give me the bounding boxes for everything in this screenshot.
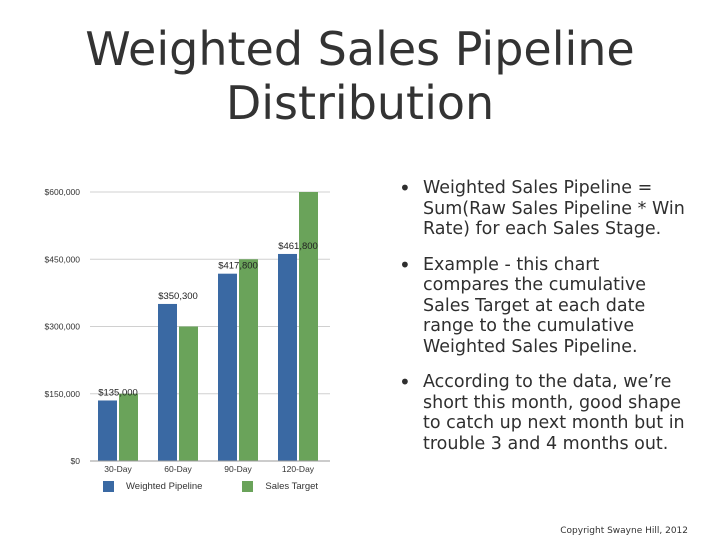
y-tick-label: $450,000 bbox=[45, 254, 81, 264]
data-label: $350,300 bbox=[158, 291, 198, 302]
bar-sales-target bbox=[119, 393, 138, 461]
data-label: $135,000 bbox=[98, 387, 138, 398]
bullet-text: According to the data, we’re short this … bbox=[423, 372, 685, 454]
bar-weighted-pipeline bbox=[278, 253, 297, 461]
bullet-item: • According to the data, we’re short this… bbox=[397, 372, 687, 454]
chart-legend: Weighted Pipeline Sales Target bbox=[103, 481, 358, 492]
slide-title: Weighted Sales Pipeline Distribution bbox=[60, 22, 660, 130]
bar-weighted-pipeline bbox=[98, 400, 117, 461]
bar-sales-target bbox=[179, 326, 198, 461]
bar-weighted-pipeline bbox=[158, 303, 177, 461]
bullet-item: • Weighted Sales Pipeline = Sum(Raw Sales… bbox=[397, 178, 687, 240]
bullet-item: • Example - this chart compares the cumul… bbox=[397, 252, 687, 358]
copyright-text: Copyright Swayne Hill, 2012 bbox=[560, 526, 688, 536]
x-tick-label: 30-Day bbox=[104, 464, 132, 474]
bullet-dot-icon: • bbox=[399, 176, 411, 200]
legend-label-weighted-pipeline: Weighted Pipeline bbox=[126, 481, 203, 492]
y-tick-label: $150,000 bbox=[45, 389, 81, 399]
legend-swatch-weighted-pipeline bbox=[103, 481, 114, 492]
legend-label-sales-target: Sales Target bbox=[265, 481, 319, 492]
x-tick-label: 120-Day bbox=[282, 464, 315, 474]
bar-weighted-pipeline bbox=[218, 273, 237, 461]
bullet-list: • Weighted Sales Pipeline = Sum(Raw Sales… bbox=[397, 178, 687, 469]
y-tick-label: $0 bbox=[71, 456, 81, 466]
bar-sales-target bbox=[299, 192, 318, 461]
x-tick-label: 60-Day bbox=[164, 464, 192, 474]
bullet-text: Example - this chart compares the cumula… bbox=[423, 254, 647, 357]
y-tick-label: $600,000 bbox=[45, 187, 81, 197]
bar-sales-target bbox=[239, 259, 258, 461]
title-line-2: Distribution bbox=[225, 76, 495, 130]
data-label: $461,800 bbox=[278, 241, 318, 252]
legend-item-sales-target: Sales Target bbox=[242, 481, 318, 492]
bullet-dot-icon: • bbox=[399, 370, 411, 394]
legend-swatch-sales-target bbox=[242, 481, 254, 492]
x-tick-label: 90-Day bbox=[224, 464, 252, 474]
title-line-1: Weighted Sales Pipeline bbox=[85, 22, 635, 76]
bullet-dot-icon: • bbox=[399, 252, 411, 277]
bullet-text: Weighted Sales Pipeline = Sum(Raw Sales … bbox=[423, 178, 685, 239]
y-tick-label: $300,000 bbox=[45, 322, 81, 332]
legend-item-weighted-pipeline: Weighted Pipeline bbox=[103, 481, 202, 492]
data-label: $417,800 bbox=[218, 261, 258, 272]
